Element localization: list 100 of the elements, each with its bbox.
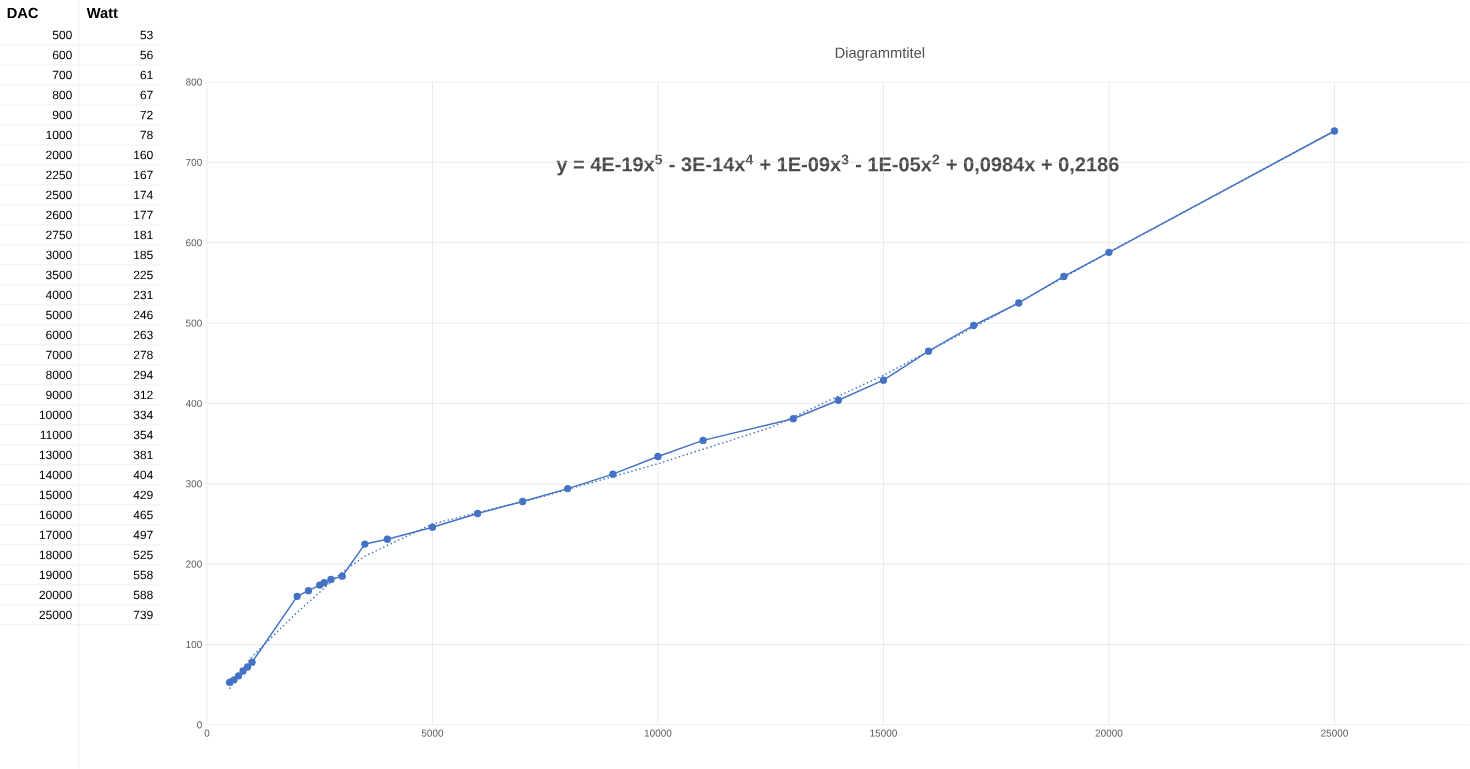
text: 19000: [39, 570, 72, 580]
point: [1330, 127, 1339, 135]
text: 61: [140, 70, 153, 80]
point: [699, 436, 707, 445]
x-tick-label: 5000: [421, 729, 444, 737]
y-tick-label: 300: [185, 480, 202, 488]
point: [1105, 248, 1113, 257]
text: 16000: [39, 510, 72, 520]
text: 2500: [46, 190, 72, 200]
point: [969, 321, 978, 330]
point: [304, 587, 313, 595]
y-tick-label: 0: [197, 721, 202, 729]
point: [239, 667, 247, 675]
point: [564, 485, 572, 493]
y-tick-label: 600: [186, 239, 202, 247]
text: 2000: [46, 150, 72, 160]
text: DAC: [7, 7, 39, 19]
text: 14000: [39, 470, 72, 480]
text: 20000: [39, 590, 72, 600]
text: 11000: [40, 430, 72, 440]
text: 588: [133, 590, 153, 600]
text: 56: [140, 50, 153, 60]
text: 294: [133, 370, 153, 380]
text: 18000: [39, 550, 72, 560]
point: [518, 497, 527, 506]
x-tick-label: 20000: [1095, 729, 1123, 737]
text: 354: [133, 430, 153, 440]
point: [428, 523, 437, 531]
text: 160: [134, 150, 153, 160]
text: 739: [133, 610, 153, 620]
text: 1000: [46, 130, 72, 140]
text: 78: [140, 130, 153, 140]
y-tick-label: 800: [186, 78, 202, 86]
text: 6000: [46, 330, 72, 340]
point: [1015, 299, 1023, 307]
text: 185: [134, 250, 153, 260]
point: [609, 470, 617, 478]
point: [320, 579, 328, 587]
text: 72: [140, 110, 153, 120]
text: 13000: [39, 450, 72, 460]
text: 174: [134, 190, 153, 200]
text: 181: [134, 230, 153, 240]
text: 3000: [46, 250, 72, 260]
text: 700: [52, 70, 72, 80]
x-tick-label: 0: [204, 729, 210, 737]
point: [473, 509, 482, 518]
point: [834, 396, 843, 404]
point: [654, 452, 662, 461]
chart-title: Diagrammtitel: [835, 47, 925, 61]
point: [234, 672, 243, 680]
point: [383, 535, 392, 543]
text: 7000: [46, 350, 72, 360]
text: 177: [134, 210, 153, 220]
point: [338, 572, 346, 580]
point: [327, 575, 335, 584]
point: [248, 658, 256, 666]
text: 4000: [45, 290, 72, 300]
text: 246: [133, 310, 153, 320]
text: 600: [52, 50, 72, 60]
point: [879, 376, 888, 384]
y-tick-label: 200: [186, 560, 202, 568]
y-tick-label: 500: [185, 319, 202, 327]
text: y = 4E-19x$^{5}$ - 3E-14x$^{4}$ + 1E-09x$^{3}$ - 1E-05x$^{2}$ + 0,0984x + 0,2186: [556, 154, 1119, 176]
point: [243, 663, 252, 671]
text: 9000: [46, 390, 72, 400]
text: 225: [133, 270, 153, 280]
text: 5000: [46, 310, 72, 320]
text: 312: [133, 390, 153, 400]
point: [293, 592, 301, 601]
text: 800: [52, 90, 72, 100]
text: 500: [52, 30, 72, 40]
point: [230, 676, 238, 684]
text: 558: [133, 570, 153, 580]
text: 404: [133, 470, 153, 480]
text: 900: [52, 110, 72, 120]
text: 231: [133, 290, 153, 300]
text: 25000: [39, 610, 72, 620]
y-tick-label: 100: [186, 641, 202, 649]
point: [924, 347, 933, 355]
text: 429: [133, 490, 153, 500]
text: 167: [134, 170, 153, 180]
text: 53: [140, 30, 153, 40]
y-tick-label: 700: [186, 158, 202, 166]
text: 67: [140, 90, 153, 100]
text: 465: [133, 510, 153, 520]
point: [1060, 272, 1068, 281]
text: 15000: [39, 490, 72, 500]
y-tick-label: 400: [185, 399, 202, 408]
text: 2750: [46, 230, 72, 240]
x-tick-label: 10000: [644, 729, 672, 737]
text: 2250: [46, 170, 72, 180]
text: 263: [133, 330, 153, 340]
text: 497: [133, 530, 153, 540]
text: 334: [133, 410, 153, 420]
text: Watt: [86, 7, 118, 19]
x-tick-label: 15000: [870, 729, 897, 737]
text: 17000: [39, 530, 72, 540]
point: [789, 415, 797, 423]
text: 381: [133, 450, 153, 460]
point: [361, 540, 369, 548]
